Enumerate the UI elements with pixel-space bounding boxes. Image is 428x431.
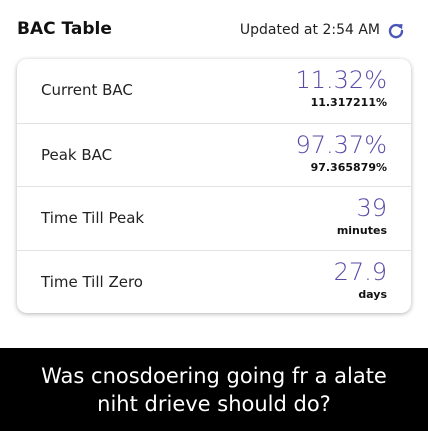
row-detail: days — [358, 287, 387, 301]
row-detail: minutes — [336, 224, 387, 237]
row-detail: 11.317211% — [310, 96, 387, 109]
row-label: Peak BAC — [41, 145, 113, 164]
row-label: Time Till Peak — [41, 209, 145, 227]
row-detail: 97.365879% — [310, 160, 387, 174]
caption-line: niht drieve should do? — [97, 392, 331, 416]
row-value: 39 — [356, 194, 387, 222]
row-value: 11.32% — [295, 66, 387, 94]
bac-row: Current BAC 11.32% 11.317211% — [17, 59, 411, 122]
row-label: Current BAC — [41, 81, 133, 99]
updated-time: Updated at 2:54 AM — [239, 22, 380, 38]
title: BAC Table — [17, 19, 112, 39]
row-value: 97.37% — [295, 130, 387, 159]
bac-row: Time Till Zero 27.9 days — [17, 249, 411, 314]
caption-line: Was cnosdoering going fr a alate — [41, 364, 387, 388]
bac-row: Time Till Peak 39 minutes — [17, 186, 411, 250]
refresh-button[interactable] — [386, 21, 406, 41]
bac-row: Peak BAC 97.37% 97.365879% — [17, 122, 411, 187]
row-label: Time Till Zero — [41, 272, 143, 291]
caption: Was cnosdoering going fr a alate niht dri… — [0, 348, 428, 431]
row-value: 27.9 — [333, 257, 387, 286]
bac-card: Current BAC 11.32% 11.317211% Peak BAC 97.37… — [17, 59, 411, 313]
